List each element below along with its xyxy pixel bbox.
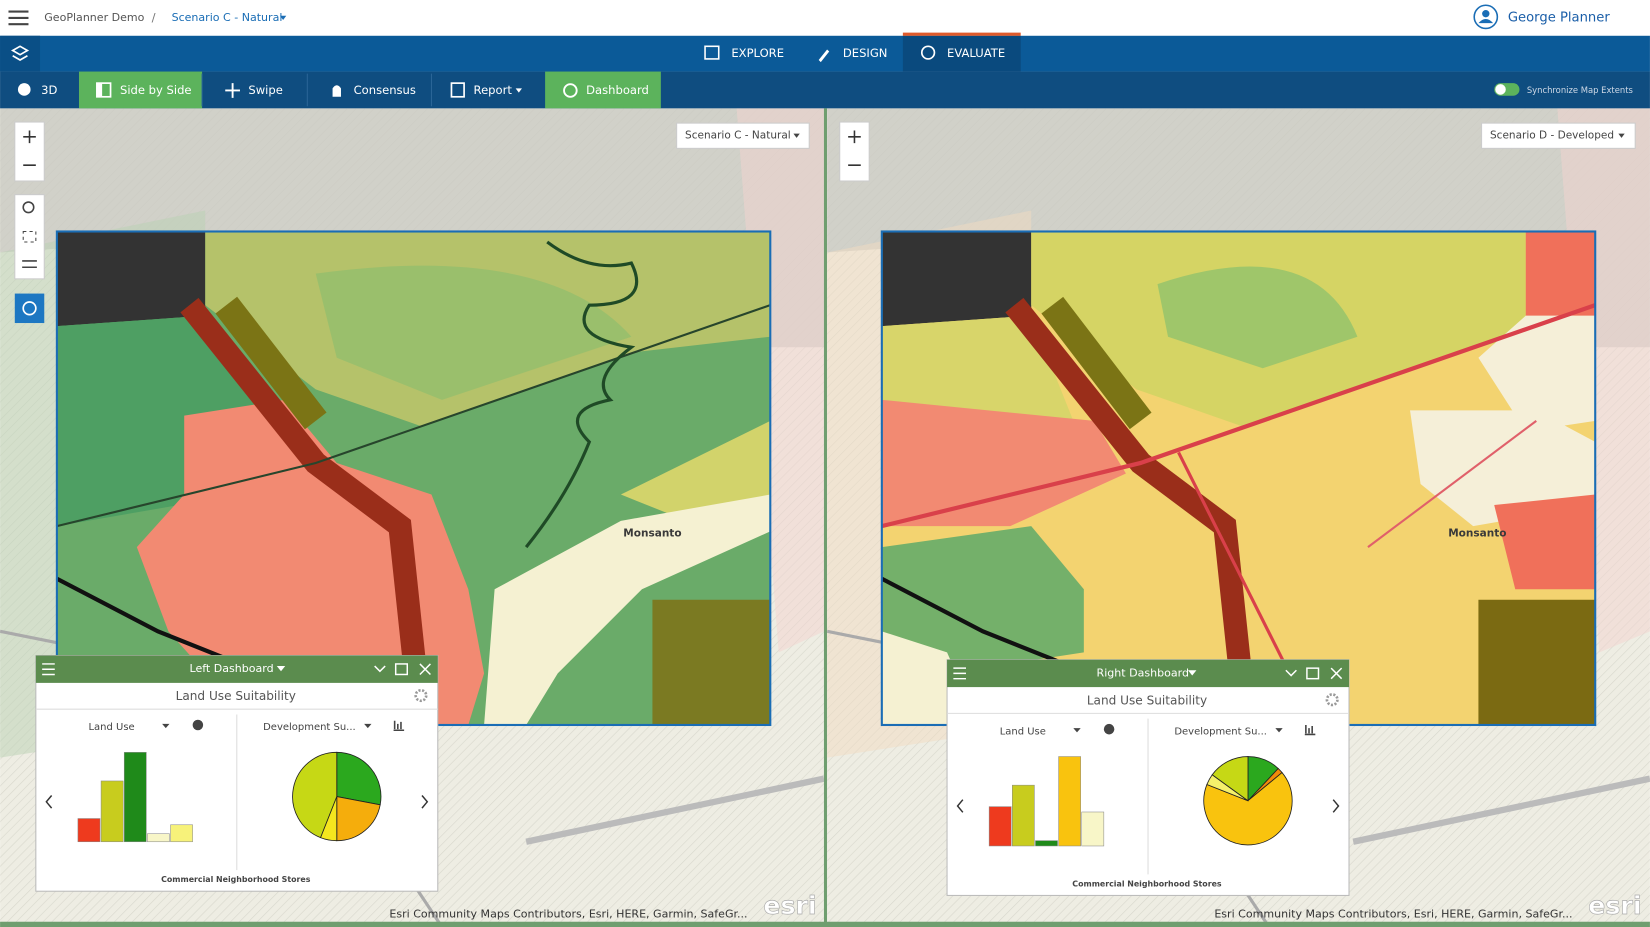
bar [1059, 757, 1081, 846]
chart-caption: Commercial Neighborhood Stores [161, 875, 311, 884]
bar [147, 834, 169, 842]
esri-logo: esri [1588, 891, 1641, 920]
scenario-dropdown-label: Scenario C - Natural [685, 130, 791, 142]
layers-button[interactable] [0, 36, 40, 72]
dashboard-panel: Left Dashboard Land Use Suitability Land U… [36, 656, 438, 892]
nav-tab[interactable]: DESIGN [843, 46, 888, 60]
toggle-knob [1495, 84, 1506, 95]
chart-selector[interactable]: Land Use [1000, 726, 1046, 737]
panel-heading: Land Use Suitability [1087, 693, 1207, 707]
bar [1082, 812, 1104, 846]
user-name[interactable]: George Planner [1508, 10, 1610, 25]
map-tools[interactable] [15, 195, 44, 279]
nav-tab[interactable]: EXPLORE [731, 46, 784, 60]
attribution: Esri Community Maps Contributors, Esri, … [389, 907, 747, 920]
place-label: Monsanto [1448, 527, 1506, 539]
bar [171, 825, 193, 842]
scenario-dropdown-label: Scenario D - Developed [1490, 130, 1614, 142]
chart-selector[interactable]: Development Su... [1174, 726, 1267, 737]
bar [1012, 785, 1034, 846]
active-tab-indicator [903, 33, 1021, 36]
dashboard-panel: Right Dashboard Land Use Suitability Land … [947, 660, 1349, 896]
toolbar-button[interactable]: Dashboard [586, 83, 649, 97]
toolbar-button[interactable]: Swipe [248, 83, 282, 97]
chart-selector[interactable]: Land Use [89, 722, 135, 733]
bar [989, 807, 1011, 846]
toolbar-button[interactable]: Side by Side [120, 83, 192, 97]
zone-olive-square [1478, 600, 1595, 725]
chart-selector[interactable]: Development Su... [263, 722, 356, 733]
scenario-selector[interactable]: Scenario C - Natural [172, 11, 283, 24]
app-name[interactable]: GeoPlanner Demo [44, 11, 144, 24]
pie-toggle[interactable] [193, 720, 204, 731]
breadcrumb-separator: / [152, 10, 156, 24]
user-icon-head [1482, 10, 1489, 17]
toolbar-button[interactable]: Report [474, 83, 513, 97]
bar [101, 781, 123, 842]
sync-label: Synchronize Map Extents [1527, 85, 1633, 95]
chart-caption: Commercial Neighborhood Stores [1072, 879, 1222, 888]
esri-logo: esri [763, 891, 816, 920]
place-label: Monsanto [623, 527, 681, 539]
3d-icon [18, 83, 31, 96]
bottom-border [0, 922, 1650, 927]
toolbar-button[interactable]: 3D [41, 83, 57, 97]
nav-tab[interactable]: EVALUATE [947, 46, 1005, 60]
bar [78, 819, 100, 842]
consensus-icon [333, 85, 341, 97]
bar [1035, 841, 1057, 846]
panel-title[interactable]: Left Dashboard [189, 662, 273, 675]
toolbar-button[interactable]: Consensus [354, 83, 416, 97]
panel-title[interactable]: Right Dashboard [1097, 666, 1189, 679]
map-divider [824, 108, 827, 927]
side-icon-fill [97, 83, 102, 97]
zone-olive-square [652, 600, 770, 725]
bar [124, 752, 146, 841]
attribution: Esri Community Maps Contributors, Esri, … [1214, 907, 1572, 920]
pie-toggle[interactable] [1104, 724, 1115, 735]
panel-heading: Land Use Suitability [176, 689, 296, 703]
dashboard-toggle[interactable] [15, 294, 44, 323]
